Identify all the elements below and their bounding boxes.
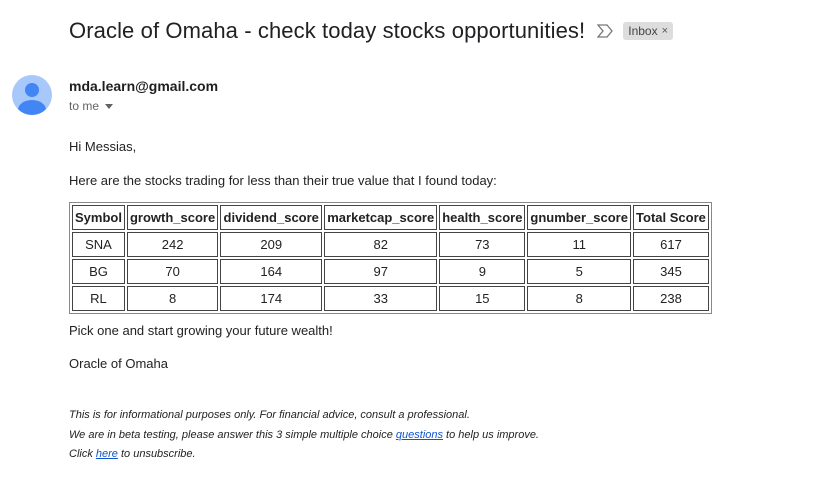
table-row: SNA 242 209 82 73 11 617	[72, 232, 709, 257]
remove-label-icon[interactable]: ×	[661, 25, 669, 37]
cell-dividend-score: 164	[220, 259, 323, 284]
recipient-text: to me	[69, 99, 100, 113]
call-to-action: Pick one and start growing your future w…	[69, 323, 333, 338]
cell-total-score: 617	[632, 232, 709, 257]
cell-health-score: 73	[439, 232, 526, 257]
cell-symbol: RL	[72, 286, 125, 311]
unsubscribe-notice: Click here to unsubscribe.	[69, 448, 196, 460]
cell-marketcap-score: 97	[324, 259, 438, 284]
inbox-label-chip: Inbox ×	[623, 22, 674, 40]
recipient-row: to me	[69, 99, 114, 113]
header-health-score: health_score	[439, 205, 526, 230]
sender-email[interactable]: mda.learn@gmail.com	[69, 78, 219, 94]
inbox-label-text: Inbox	[628, 24, 658, 38]
cell-growth-score: 70	[126, 259, 219, 284]
subject-row: Oracle of Omaha - check today stocks opp…	[69, 18, 674, 44]
cell-marketcap-score: 33	[324, 286, 438, 311]
cell-total-score: 345	[632, 259, 709, 284]
beta-notice-prefix: We are in beta testing, please answer th…	[69, 429, 396, 441]
cell-dividend-score: 174	[220, 286, 323, 311]
cell-health-score: 9	[439, 259, 526, 284]
questions-link[interactable]: questions	[395, 429, 443, 441]
greeting: Hi Messias,	[69, 139, 137, 154]
cell-symbol: SNA	[72, 232, 125, 257]
cell-marketcap-score: 82	[324, 232, 438, 257]
signature: Oracle of Omaha	[69, 356, 168, 371]
unsubscribe-suffix: to unsubscribe.	[117, 448, 196, 460]
header-dividend-score: dividend_score	[220, 205, 323, 230]
table-header-row: Symbol growth_score dividend_score marke…	[72, 205, 709, 230]
table-row: RL 8 174 33 15 8 238	[72, 286, 709, 311]
beta-notice: We are in beta testing, please answer th…	[69, 429, 539, 441]
cell-gnumber-score: 11	[527, 232, 631, 257]
cell-symbol: BG	[72, 259, 125, 284]
cell-growth-score: 242	[126, 232, 219, 257]
table-row: BG 70 164 97 9 5 345	[72, 259, 709, 284]
person-icon	[18, 83, 46, 115]
email-subject: Oracle of Omaha - check today stocks opp…	[69, 18, 586, 43]
cell-growth-score: 8	[126, 286, 219, 311]
header-growth-score: growth_score	[126, 205, 219, 230]
unsubscribe-prefix: Click	[69, 448, 96, 460]
show-details-dropdown-icon[interactable]	[105, 103, 114, 109]
cell-gnumber-score: 5	[527, 259, 631, 284]
beta-notice-suffix: to help us improve.	[443, 429, 539, 441]
header-total-score: Total Score	[632, 205, 709, 230]
intro-text: Here are the stocks trading for less tha…	[69, 173, 497, 188]
header-marketcap-score: marketcap_score	[324, 205, 438, 230]
unsubscribe-link[interactable]: here	[95, 448, 118, 460]
cell-health-score: 15	[439, 286, 526, 311]
stocks-table: Symbol growth_score dividend_score marke…	[69, 202, 712, 314]
header-symbol: Symbol	[72, 205, 125, 230]
cell-dividend-score: 209	[220, 232, 323, 257]
disclaimer-text: This is for informational purposes only.…	[69, 409, 470, 421]
sender-avatar[interactable]	[12, 75, 52, 115]
cell-gnumber-score: 8	[527, 286, 631, 311]
important-marker-icon[interactable]	[597, 24, 614, 38]
header-gnumber-score: gnumber_score	[527, 205, 631, 230]
cell-total-score: 238	[632, 286, 709, 311]
